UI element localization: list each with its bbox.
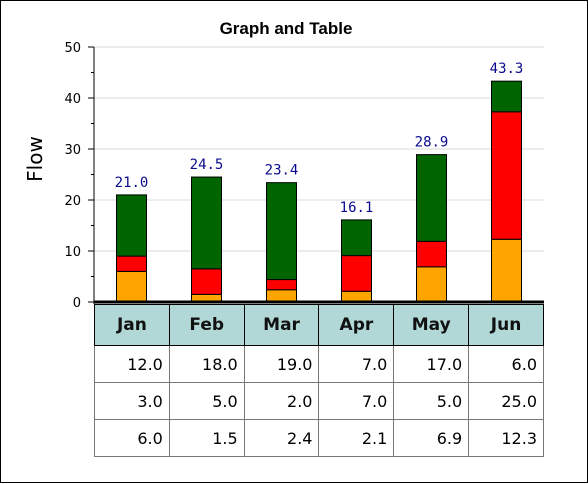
y-tick-label: 20: [64, 194, 81, 209]
table-cell: 2.4: [244, 420, 319, 457]
table-cell: 12.0: [95, 346, 170, 383]
y-axis-label: Flow: [23, 136, 47, 182]
bar-segment: [342, 256, 372, 292]
table-cell: 6.9: [394, 420, 469, 457]
bar-segment: [117, 256, 147, 271]
table-header-cell: May: [394, 305, 469, 346]
gridlines: [94, 47, 544, 251]
bar-segment: [117, 195, 147, 256]
bar-total-label: 43.3: [490, 61, 524, 77]
y-tick-label: 10: [64, 245, 81, 260]
bar-segment: [267, 280, 297, 290]
y-tick-label: 0: [73, 296, 81, 311]
bar-total-label: 24.5: [190, 157, 224, 173]
table-header-cell: Mar: [244, 305, 319, 346]
bar-segment: [492, 81, 522, 112]
bar-segment: [417, 155, 447, 242]
table-cell: 7.0: [319, 346, 394, 383]
bar-segment: [492, 239, 522, 302]
table-cell: 3.0: [95, 383, 170, 420]
bar-total-label: 23.4: [265, 163, 299, 179]
table-cell: 5.0: [169, 383, 244, 420]
table-header-row: Jan Feb Mar Apr May Jun: [95, 305, 544, 346]
y-tick-label: 40: [64, 92, 81, 107]
bar-segment: [492, 112, 522, 239]
bar-segment: [192, 177, 222, 269]
table-cell: 17.0: [394, 346, 469, 383]
bar-segment: [267, 290, 297, 302]
bars: [117, 81, 522, 302]
bar-segment: [342, 220, 372, 256]
table-row: 3.0 5.0 2.0 7.0 5.0 25.0: [95, 383, 544, 420]
bar-total-label: 16.1: [340, 200, 374, 216]
bar-segment: [417, 267, 447, 302]
table-cell: 6.0: [95, 420, 170, 457]
bar-segment: [117, 271, 147, 302]
table-cell: 19.0: [244, 346, 319, 383]
y-tick-label: 50: [64, 41, 81, 56]
table-cell: 5.0: [394, 383, 469, 420]
y-ticks: 0 10 20 30 40 50: [64, 41, 94, 311]
table-cell: 18.0: [169, 346, 244, 383]
table-cell: 1.5: [169, 420, 244, 457]
table-row: 12.0 18.0 19.0 7.0 17.0 6.0: [95, 346, 544, 383]
bar-total-label: 21.0: [115, 175, 149, 191]
bar-total-label: 28.9: [415, 135, 449, 151]
table-cell: 12.3: [469, 420, 544, 457]
data-table: Jan Feb Mar Apr May Jun 12.0 18.0 19.0 7…: [94, 304, 544, 457]
bar-segment: [267, 183, 297, 280]
table-cell: 6.0: [469, 346, 544, 383]
table-header-cell: Jan: [95, 305, 170, 346]
y-tick-label: 30: [64, 143, 81, 158]
chart-title: Graph and Table: [220, 19, 353, 38]
table-header-cell: Apr: [319, 305, 394, 346]
bar-segment: [192, 269, 222, 295]
table-cell: 2.0: [244, 383, 319, 420]
table-cell: 7.0: [319, 383, 394, 420]
table-cell: 2.1: [319, 420, 394, 457]
table-cell: 25.0: [469, 383, 544, 420]
bar-segment: [417, 241, 447, 267]
table-row: 6.0 1.5 2.4 2.1 6.9 12.3: [95, 420, 544, 457]
table-header-cell: Jun: [469, 305, 544, 346]
table-header-cell: Feb: [169, 305, 244, 346]
bar-segment: [342, 291, 372, 302]
bar-totals: 21.0 24.5 23.4 16.1 28.9 43.3: [115, 61, 524, 216]
